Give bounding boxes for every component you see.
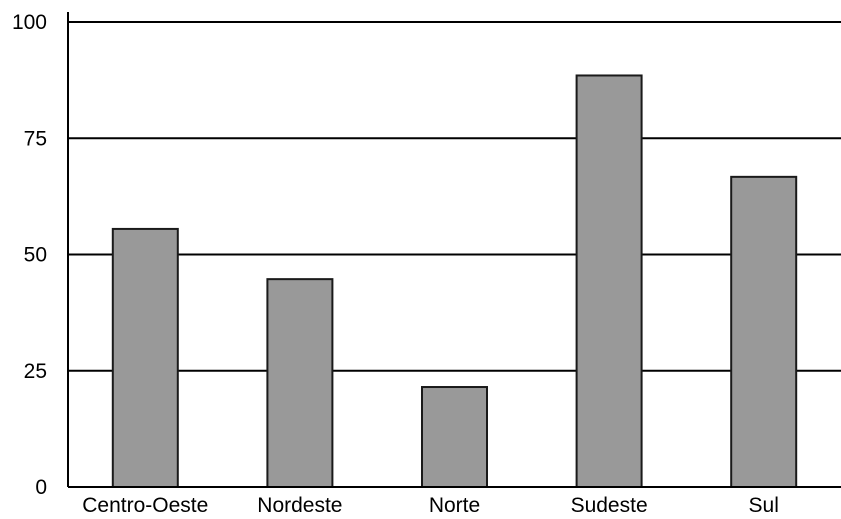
x-tick-label: Sul	[749, 494, 779, 517]
bar-nordeste	[266, 278, 334, 488]
x-tick-labels: Centro-Oeste Nordeste Norte Sudeste Sul	[82, 494, 779, 517]
x-tick-label: Nordeste	[257, 494, 342, 517]
y-tick-label: 75	[24, 127, 47, 150]
y-tick-label: 25	[24, 360, 47, 383]
y-tick-label: 0	[35, 476, 47, 499]
x-tick-label: Norte	[429, 494, 480, 517]
x-tick-label: Sudeste	[571, 494, 648, 517]
y-tick-label: 100	[12, 11, 47, 34]
gridlines	[68, 21, 841, 372]
y-tick-labels: 0 25 50 75 100	[12, 11, 47, 499]
x-tick-label: Centro-Oeste	[82, 494, 208, 517]
bar-sul	[730, 175, 798, 488]
y-tick-label: 50	[24, 244, 47, 267]
bar-norte	[421, 386, 488, 488]
bar-sudeste	[575, 74, 643, 488]
bars	[111, 74, 798, 489]
bar-centro-oeste	[111, 227, 179, 489]
